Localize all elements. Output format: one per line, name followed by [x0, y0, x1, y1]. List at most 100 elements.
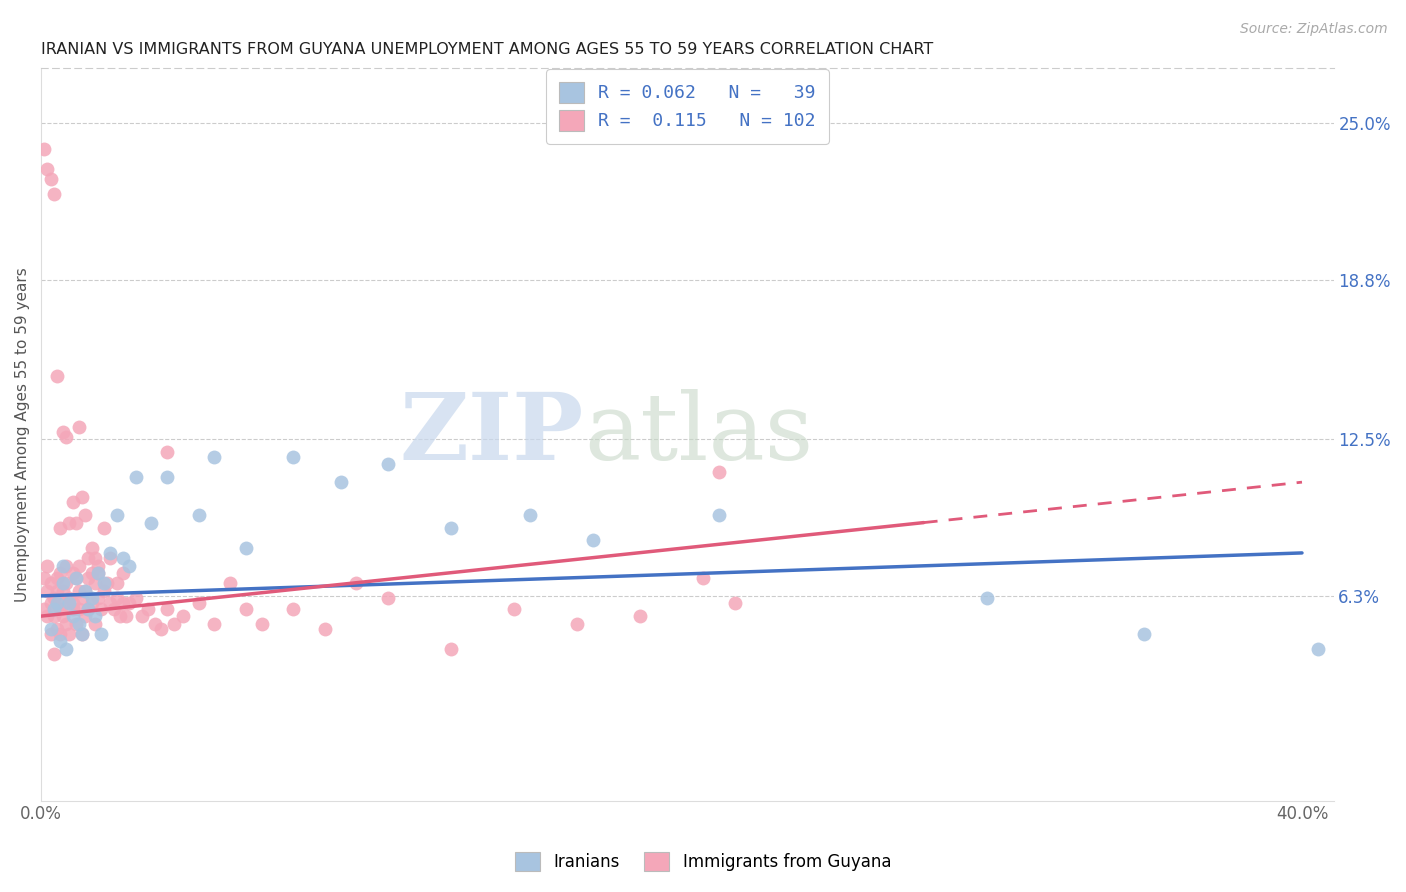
- Point: [83, 616, 105, 631]
- Point: [149, 622, 172, 636]
- Legend: Iranians, Immigrants from Guyana: Iranians, Immigrants from Guyana: [506, 843, 900, 880]
- Point: [156, 470, 179, 484]
- Point: [70, 627, 93, 641]
- Point: [112, 597, 135, 611]
- Point: [58, 516, 80, 530]
- Point: [377, 458, 399, 472]
- Point: [136, 601, 159, 615]
- Point: [156, 601, 179, 615]
- Point: [42, 591, 65, 606]
- Point: [39, 597, 62, 611]
- Point: [723, 597, 745, 611]
- Point: [235, 541, 257, 555]
- Point: [87, 558, 110, 573]
- Point: [344, 576, 367, 591]
- Point: [83, 609, 105, 624]
- Point: [172, 609, 194, 624]
- Point: [219, 576, 242, 591]
- Point: [80, 566, 103, 581]
- Point: [77, 601, 100, 615]
- Point: [49, 521, 72, 535]
- Point: [67, 419, 90, 434]
- Point: [55, 558, 77, 573]
- Point: [67, 601, 90, 615]
- Point: [39, 627, 62, 641]
- Point: [118, 558, 141, 573]
- Point: [52, 597, 75, 611]
- Point: [519, 508, 541, 522]
- Point: [52, 576, 75, 591]
- Point: [65, 516, 87, 530]
- Point: [32, 142, 55, 156]
- Point: [1306, 642, 1329, 657]
- Point: [55, 576, 77, 591]
- Point: [62, 495, 84, 509]
- Point: [58, 597, 80, 611]
- Point: [80, 591, 103, 606]
- Point: [45, 571, 67, 585]
- Point: [112, 566, 135, 581]
- Point: [70, 491, 93, 505]
- Point: [58, 627, 80, 641]
- Point: [314, 622, 336, 636]
- Point: [45, 583, 67, 598]
- Point: [103, 601, 125, 615]
- Point: [65, 571, 87, 585]
- Text: ZIP: ZIP: [399, 389, 583, 479]
- Point: [141, 516, 163, 530]
- Point: [440, 521, 463, 535]
- Point: [87, 566, 110, 581]
- Point: [204, 450, 226, 464]
- Point: [75, 583, 97, 598]
- Point: [55, 616, 77, 631]
- Point: [65, 616, 87, 631]
- Point: [143, 616, 166, 631]
- Point: [565, 616, 588, 631]
- Point: [37, 161, 59, 176]
- Point: [67, 558, 90, 573]
- Point: [77, 601, 100, 615]
- Point: [131, 609, 153, 624]
- Point: [440, 642, 463, 657]
- Point: [62, 601, 84, 615]
- Point: [77, 551, 100, 566]
- Point: [58, 591, 80, 606]
- Point: [204, 616, 226, 631]
- Point: [87, 591, 110, 606]
- Text: IRANIAN VS IMMIGRANTS FROM GUYANA UNEMPLOYMENT AMONG AGES 55 TO 59 YEARS CORRELA: IRANIAN VS IMMIGRANTS FROM GUYANA UNEMPL…: [41, 42, 934, 57]
- Point: [32, 601, 55, 615]
- Point: [283, 601, 305, 615]
- Point: [45, 622, 67, 636]
- Point: [628, 609, 651, 624]
- Point: [100, 597, 122, 611]
- Point: [42, 647, 65, 661]
- Point: [105, 576, 128, 591]
- Point: [39, 622, 62, 636]
- Point: [39, 172, 62, 186]
- Point: [80, 597, 103, 611]
- Point: [49, 634, 72, 648]
- Point: [162, 616, 184, 631]
- Point: [75, 609, 97, 624]
- Y-axis label: Unemployment Among Ages 55 to 59 years: Unemployment Among Ages 55 to 59 years: [15, 267, 30, 601]
- Point: [45, 597, 67, 611]
- Point: [77, 571, 100, 585]
- Point: [108, 609, 131, 624]
- Point: [118, 597, 141, 611]
- Point: [96, 576, 118, 591]
- Point: [42, 601, 65, 615]
- Point: [62, 597, 84, 611]
- Point: [75, 508, 97, 522]
- Point: [37, 609, 59, 624]
- Point: [1133, 627, 1156, 641]
- Legend: R = 0.062   N =   39, R =  0.115   N = 102: R = 0.062 N = 39, R = 0.115 N = 102: [546, 70, 828, 144]
- Point: [75, 583, 97, 598]
- Point: [93, 521, 115, 535]
- Point: [93, 583, 115, 598]
- Point: [42, 609, 65, 624]
- Point: [503, 601, 526, 615]
- Point: [52, 425, 75, 439]
- Point: [80, 541, 103, 555]
- Point: [67, 583, 90, 598]
- Point: [65, 571, 87, 585]
